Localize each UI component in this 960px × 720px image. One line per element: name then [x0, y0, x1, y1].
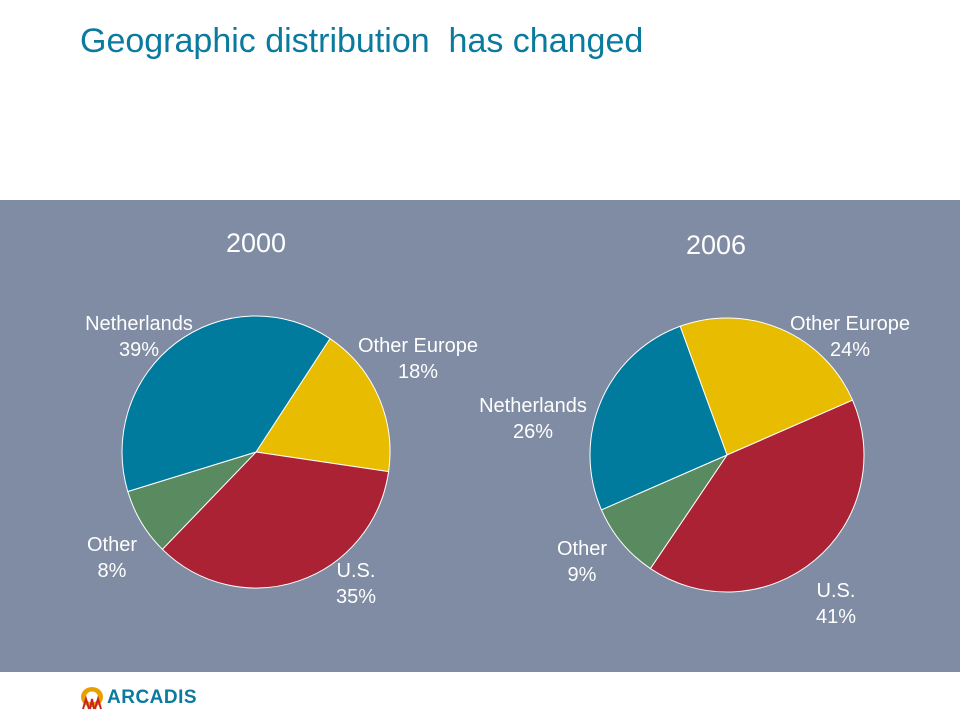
slice-label-value: 18% — [398, 361, 438, 383]
slice-label-name: Netherlands — [85, 313, 193, 335]
pie-slice-u-s — [161, 451, 390, 589]
slice-label-value: 41% — [816, 606, 856, 628]
slice-label-value: 24% — [830, 339, 870, 361]
slice-label-u-s: U.S. 41% — [816, 580, 856, 628]
logo-text: ARCADIS — [107, 687, 198, 708]
pie-slice-netherlands — [121, 315, 331, 493]
slice-label-value: 8% — [98, 560, 127, 582]
arcadis-logo-icon — [81, 687, 103, 710]
pie-slice-u-s — [649, 399, 865, 593]
slice-label-value: 35% — [336, 586, 376, 608]
slice-label-other: Other 8% — [87, 534, 137, 582]
slice-label-other: Other 9% — [557, 538, 607, 586]
pie-slice-other-europe — [255, 337, 391, 473]
pie-chart-2000: 2000 Netherlands 39% Other Europe 18% U.S. 35%… — [85, 228, 478, 608]
slice-label-name: Netherlands — [479, 395, 587, 417]
arcadis-logo: ARCADIS — [80, 684, 197, 712]
pie-chart-2006: 2006 Netherlands 26% Other Europe 24% U.S. 41%… — [479, 230, 910, 628]
slice-label-name: U.S. — [817, 580, 856, 602]
slice-label-netherlands: Netherlands 26% — [479, 395, 587, 443]
slice-label-name: Other — [557, 538, 607, 560]
slice-label-name: Other Europe — [358, 335, 478, 357]
slice-label-other-europe: Other Europe 24% — [790, 313, 910, 361]
pie-slice-netherlands — [589, 325, 728, 511]
slice-label-u-s: U.S. 35% — [336, 560, 376, 608]
slice-label-value: 26% — [513, 421, 553, 443]
slice-label-value: 39% — [119, 339, 159, 361]
page-title: Geographic distribution has changed — [80, 22, 644, 60]
slice-label-name: Other Europe — [790, 313, 910, 335]
slice-label-value: 9% — [568, 564, 597, 586]
slice-label-other-europe: Other Europe 18% — [358, 335, 478, 383]
slice-label-name: Other — [87, 534, 137, 556]
chart-title: 2000 — [226, 228, 286, 258]
slice-label-name: U.S. — [337, 560, 376, 582]
chart-title: 2006 — [686, 230, 746, 260]
pie-slice-other-europe — [679, 317, 854, 456]
slice-label-netherlands: Netherlands 39% — [85, 313, 193, 361]
